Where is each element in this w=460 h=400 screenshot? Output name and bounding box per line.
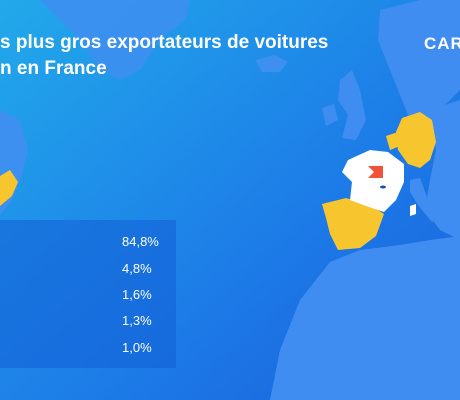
greenland-landmass <box>40 0 190 80</box>
scandinavia-landmass <box>378 0 460 130</box>
ranking-row: 1,0% <box>0 336 176 360</box>
share-value: 1,6% <box>122 287 152 302</box>
title-line-1: s plus gros exportateurs de voitures <box>0 32 329 53</box>
africa-landmass <box>270 236 460 400</box>
brand-logo: CAR <box>424 34 460 53</box>
share-value: 84,8% <box>122 234 159 249</box>
share-value: 4,8% <box>122 261 152 276</box>
benelux-highlight <box>386 132 400 150</box>
iceland-landmass <box>255 55 288 72</box>
corsica-shape <box>410 204 416 216</box>
france-shape <box>342 150 404 212</box>
italy-landmass <box>410 178 440 222</box>
spain-highlight <box>322 198 384 250</box>
ranking-row: 1,3% <box>0 309 176 333</box>
ranking-panel: ne 84,8% e 4,8% e 1,6% 1,3% 1,0% <box>0 220 176 368</box>
north-america-highlight <box>0 170 18 206</box>
flag-pin-icon <box>368 166 386 189</box>
share-value: 1,0% <box>122 340 152 355</box>
germany-highlight <box>396 112 436 168</box>
title-line-2: n en France <box>0 58 107 79</box>
ireland-landmass <box>322 104 338 126</box>
share-value: 1,3% <box>122 313 152 328</box>
ranking-row: e 1,6% <box>0 283 176 307</box>
map-title: s plus gros exportateurs de voitures n e… <box>0 30 400 82</box>
ranking-row: e 4,8% <box>0 257 176 281</box>
uk-landmass <box>338 70 366 140</box>
ranking-row: ne 84,8% <box>0 230 176 254</box>
